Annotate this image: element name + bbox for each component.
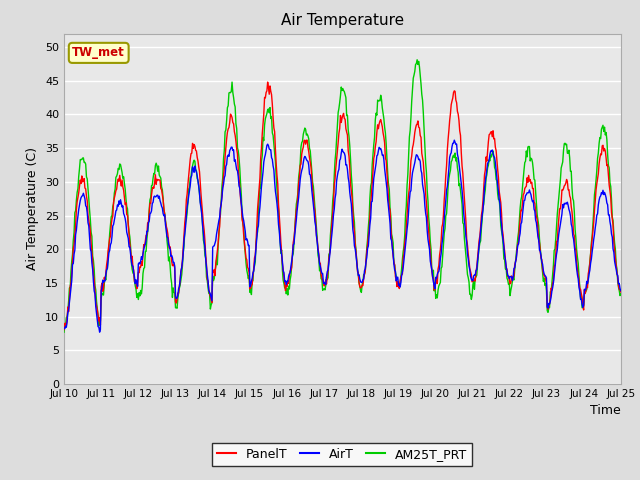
AM25T_PRT <box>410 72 418 78</box>
Line: PanelT: PanelT <box>64 82 621 330</box>
Text: TW_met: TW_met <box>72 47 125 60</box>
AM25T_PRT <box>617 291 625 297</box>
AirT <box>60 325 68 331</box>
AirT <box>451 137 458 143</box>
PanelT <box>264 79 271 85</box>
Legend: PanelT, AirT, AM25T_PRT: PanelT, AirT, AM25T_PRT <box>212 443 472 466</box>
AirT <box>96 329 104 335</box>
AM25T_PRT <box>127 260 135 265</box>
PanelT <box>428 260 435 265</box>
AM25T_PRT <box>428 247 435 253</box>
AM25T_PRT <box>60 329 68 335</box>
PanelT <box>184 181 192 187</box>
AM25T_PRT <box>70 229 78 235</box>
PanelT <box>411 130 419 135</box>
PanelT <box>70 242 78 248</box>
Title: Air Temperature: Air Temperature <box>281 13 404 28</box>
AirT <box>128 263 136 268</box>
AirT <box>185 193 193 199</box>
X-axis label: Time: Time <box>590 405 621 418</box>
PanelT <box>617 289 625 295</box>
AirT <box>617 288 625 294</box>
PanelT <box>127 256 135 262</box>
PanelT <box>214 248 221 254</box>
AirT <box>411 160 419 166</box>
AirT <box>428 263 435 268</box>
AM25T_PRT <box>214 262 221 268</box>
AirT <box>214 222 222 228</box>
AM25T_PRT <box>184 199 192 205</box>
Line: AirT: AirT <box>64 140 621 332</box>
Line: AM25T_PRT: AM25T_PRT <box>64 60 621 332</box>
PanelT <box>60 327 68 333</box>
Y-axis label: Air Temperature (C): Air Temperature (C) <box>26 147 40 270</box>
AirT <box>70 251 78 257</box>
AM25T_PRT <box>413 57 421 62</box>
